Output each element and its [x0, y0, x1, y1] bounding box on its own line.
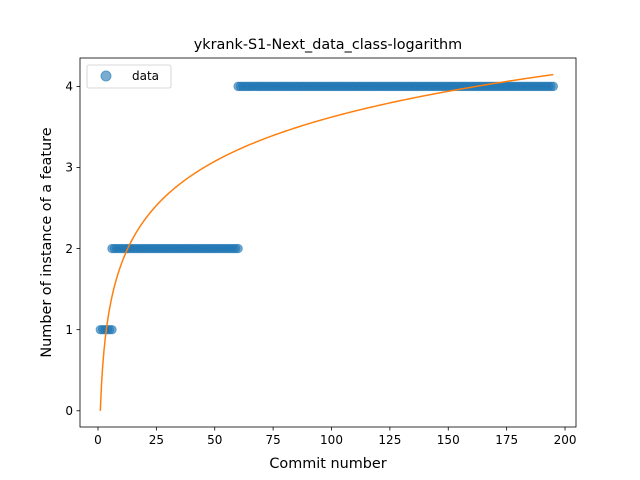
- y-tick-label: 0: [65, 404, 73, 418]
- x-tick-label: 125: [378, 433, 401, 447]
- x-tick-label: 150: [437, 433, 460, 447]
- x-tick-label: 175: [495, 433, 518, 447]
- y-tick-label: 2: [65, 242, 73, 256]
- x-tick-label: 75: [265, 433, 280, 447]
- x-axis: 0 25 50 75 100 125 150 175 200: [94, 427, 576, 447]
- legend: data: [86, 64, 172, 89]
- y-tick-label: 4: [65, 80, 73, 94]
- y-tick-label: 1: [65, 323, 73, 337]
- y-axis-label: Number of instance of a feature: [39, 127, 55, 357]
- data-point: [233, 243, 243, 254]
- plot-area: [95, 73, 559, 411]
- x-axis-label: Commit number: [269, 456, 386, 472]
- x-tick-label: 0: [94, 433, 102, 447]
- x-tick-label: 200: [554, 433, 577, 447]
- legend-marker-data: [100, 70, 112, 82]
- legend-label-data: data: [132, 69, 159, 83]
- y-tick-label: 3: [65, 161, 73, 175]
- x-tick-label: 100: [320, 433, 343, 447]
- legend-box: [86, 64, 172, 89]
- fit-line: [99, 73, 554, 411]
- x-tick-label: 25: [149, 433, 164, 447]
- x-tick-label: 50: [207, 433, 222, 447]
- axes-frame: [79, 57, 577, 428]
- data-point: [107, 324, 117, 335]
- data-point: [548, 81, 559, 92]
- y-axis: 0 1 2 3 4: [65, 80, 80, 418]
- chart-title: ykrank-S1-Next_data_class-logarithm: [194, 37, 462, 53]
